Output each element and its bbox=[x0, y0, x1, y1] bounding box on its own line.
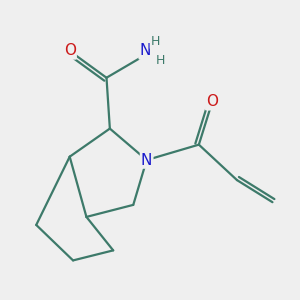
Text: H: H bbox=[151, 35, 160, 48]
Text: N: N bbox=[140, 44, 151, 59]
Text: O: O bbox=[206, 94, 218, 109]
Text: N: N bbox=[141, 152, 152, 167]
Text: O: O bbox=[64, 44, 76, 59]
Text: H: H bbox=[155, 54, 165, 67]
